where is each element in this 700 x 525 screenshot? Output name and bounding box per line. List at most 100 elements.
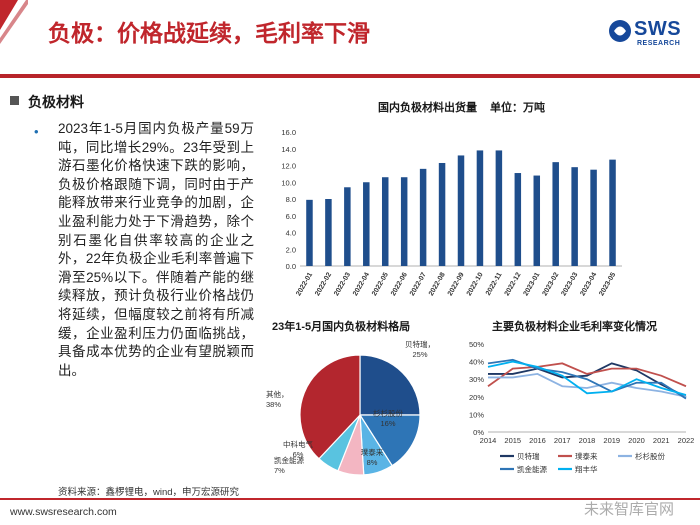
watermark-text: 未来智库官网 <box>584 501 675 518</box>
bar-mark <box>363 182 370 266</box>
line-y-tick: 30% <box>469 375 484 384</box>
bar-x-tick: 2022-02 <box>314 271 333 297</box>
pie-pct: 25% <box>412 350 427 359</box>
bar-y-tick: 16.0 <box>281 128 296 137</box>
bar-x-tick: 2022-12 <box>504 271 523 297</box>
legend-label: 璞泰来 <box>575 451 598 461</box>
bar-x-tick: 2022-01 <box>295 271 314 297</box>
bar-x-tick: 2023-04 <box>579 271 598 297</box>
bar-x-tick: 2022-09 <box>447 271 466 297</box>
legend-label: 翔丰华 <box>575 464 598 474</box>
line-y-tick: 40% <box>469 358 484 367</box>
line-x-tick: 2019 <box>603 436 620 445</box>
bar-y-tick: 2.0 <box>286 245 296 254</box>
header-decoration <box>0 0 28 44</box>
pie-label: 杉杉股份 <box>373 408 403 418</box>
bar-chart: 0.02.04.06.08.010.012.014.016.0 2022-01 2… <box>281 128 622 297</box>
footer-divider <box>0 498 700 500</box>
header-bar <box>0 0 700 78</box>
bar-x-tick: 2022-07 <box>409 271 428 297</box>
legend-label: 凯金能源 <box>517 464 547 474</box>
bar-x-tick: 2022-05 <box>371 271 390 297</box>
bar-mark <box>438 162 446 266</box>
bar-x-tick: 2022-08 <box>428 271 447 297</box>
line-series <box>488 372 687 398</box>
pie-label: 凯金能源 <box>274 455 304 465</box>
bar-mark <box>609 159 616 266</box>
header-divider <box>0 74 700 78</box>
bar-x-tick: 2023-03 <box>560 271 579 297</box>
bar-mark <box>400 177 408 266</box>
pie-label: 中科电气 <box>283 439 313 449</box>
pie-slice <box>359 354 421 416</box>
bar-mark <box>571 167 578 266</box>
bar-y-tick: 12.0 <box>281 162 296 171</box>
line-x-tick: 2022 <box>678 436 695 445</box>
bar-x-tick: 2023-01 <box>523 271 542 297</box>
logo-text: SWS <box>634 18 682 40</box>
bar-mark <box>419 168 427 266</box>
line-series <box>488 362 687 398</box>
legend-label: 杉杉股份 <box>635 451 665 461</box>
bar-y-tick: 8.0 <box>286 195 296 204</box>
footer-url[interactable]: www.swsresearch.com <box>10 506 117 518</box>
bar-x-tick: 2022-11 <box>485 271 504 297</box>
bar-mark <box>552 162 559 266</box>
pie-label: 其他， <box>266 389 289 399</box>
logo-subtext: RESEARCH <box>637 40 681 47</box>
line-x-tick: 2015 <box>504 436 521 445</box>
bar-mark <box>533 175 541 266</box>
pie-pct: 6% <box>293 450 304 459</box>
line-y-tick: 20% <box>469 393 484 402</box>
line-series <box>487 362 687 388</box>
line-x-tick: 2018 <box>579 436 596 445</box>
line-y-tick: 10% <box>469 410 484 419</box>
line-x-tick: 2016 <box>529 436 546 445</box>
section-marker-icon <box>10 96 19 105</box>
bar-chart-title: 国内负极材料出货量 <box>378 102 477 114</box>
pie-label: 贝特瑞， <box>405 339 435 349</box>
bar-x-tick: 2022-03 <box>333 271 352 297</box>
bar-mark <box>590 169 597 266</box>
line-x-tick: 2017 <box>554 436 571 445</box>
source-note: 资料来源：鑫椤锂电，wind，申万宏源研究 <box>58 487 240 498</box>
pie-pct: 7% <box>274 466 285 475</box>
line-x-tick: 2021 <box>653 436 670 445</box>
bar-mark <box>344 187 351 266</box>
pie-pct: 8% <box>367 458 378 467</box>
bar-y-tick: 6.0 <box>286 212 296 221</box>
bar-x-tick: 2022-06 <box>390 271 409 297</box>
bar-y-tick: 10.0 <box>281 178 296 187</box>
bar-x-tick: 2023-05 <box>598 271 617 297</box>
bar-mark <box>325 199 332 266</box>
bar-y-tick: 14.0 <box>281 145 296 154</box>
legend-label: 贝特瑞 <box>517 451 540 461</box>
pie-pct: 16% <box>380 419 395 428</box>
pie-chart-title: 23年1-5月国内负极材料格局 <box>272 321 411 333</box>
bar-mark <box>476 150 484 266</box>
bar-y-tick: 4.0 <box>286 229 296 238</box>
bar-y-tick: 0.0 <box>286 262 296 271</box>
bar-mark <box>514 173 522 266</box>
line-y-tick: 0% <box>473 428 484 437</box>
bar-mark <box>306 199 313 266</box>
body-paragraph: 2023年1-5月国内负极产量59万吨，同比增长29%。23年受到上游石墨化价格… <box>58 121 254 378</box>
bar-mark <box>381 177 389 266</box>
line-x-tick: 2020 <box>628 436 645 445</box>
line-chart-title: 主要负极材料企业毛利率变化情况 <box>492 321 657 333</box>
pie-label: 璞泰来 <box>361 447 384 457</box>
bar-mark <box>457 155 465 266</box>
line-x-tick: 2014 <box>480 436 497 445</box>
line-y-tick: 50% <box>469 340 484 349</box>
slide-title: 负极：价格战延续，毛利率下滑 <box>48 20 370 46</box>
bar-mark <box>495 150 503 266</box>
line-series <box>487 360 687 396</box>
pie-slice <box>358 414 421 467</box>
bar-x-tick: 2022-10 <box>466 271 485 297</box>
bullet-icon: • <box>34 124 39 139</box>
pie-pct: 38% <box>266 400 281 409</box>
sws-logo-icon <box>609 20 631 42</box>
bar-chart-unit: 单位：万吨 <box>490 102 545 114</box>
section-title: 负极材料 <box>28 94 84 110</box>
